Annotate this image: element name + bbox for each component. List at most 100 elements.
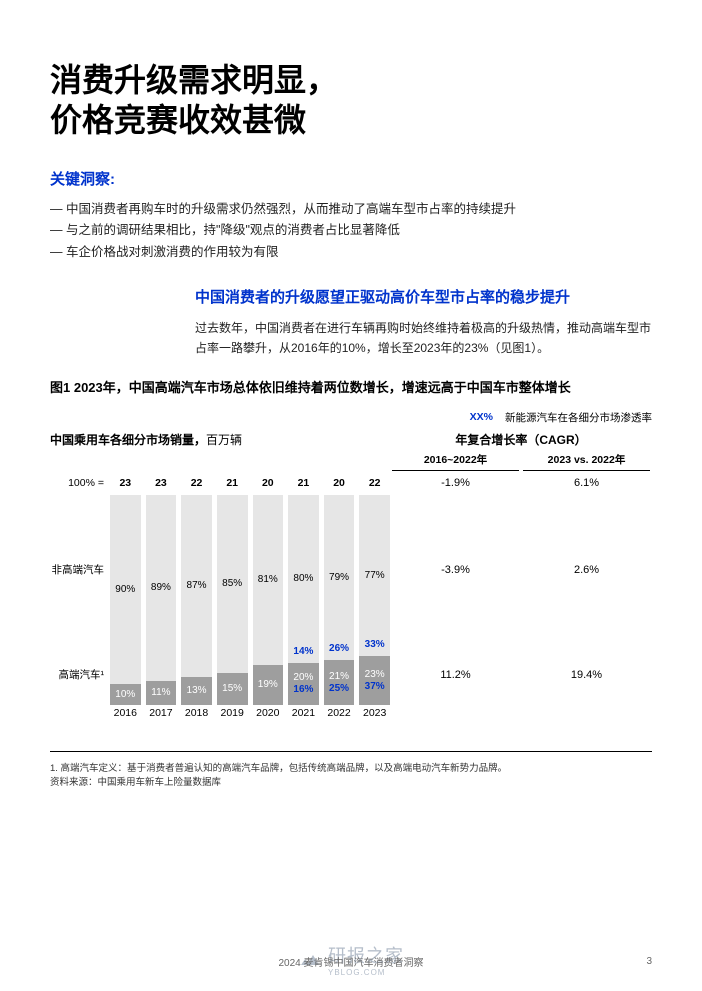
segment-non-premium: 77% 33% [359, 495, 390, 657]
chart-title: 中国乘用车各细分市场销量，百万辆 [50, 431, 390, 448]
page-number: 3 [646, 956, 652, 967]
bar-column: 2277%33%23%37%2023 [359, 477, 390, 723]
insight-item: 与之前的调研结果相比，持"降级"观点的消费者占比显著降低 [50, 220, 652, 241]
pct-axis-label: 100% = [50, 477, 110, 495]
cagr-nonpremium-c1: -3.9% [390, 495, 521, 645]
sub-section: 中国消费者的升级愿望正驱动高价车型市占率的稳步提升 过去数年，中国消费者在进行车… [195, 287, 652, 359]
bar-total-label: 20 [324, 477, 355, 495]
bar-year-label: 2019 [217, 705, 248, 723]
bar-stack: 85% 15% [217, 495, 248, 705]
segment-premium-label: 13% [187, 685, 207, 696]
chart-bars-area: 100% = 非高端汽车 高端汽车¹ 23 90% 10%2016 23 89% 11% 2… [50, 477, 390, 723]
insights-list: 中国消费者再购车时的升级需求仍然强烈，从而推动了高端车型市占率的持续提升 与之前… [50, 199, 652, 263]
bar-total-label: 22 [359, 477, 390, 495]
legend-text: 新能源汽车在各细分市场渗透率 [505, 410, 652, 425]
cagr-total-c2: 6.1% [521, 477, 652, 495]
nev-premium-label: 25% [329, 683, 349, 694]
footnotes: 1. 高端汽车定义：基于消费者普遍认知的高端汽车品牌，包括传统高端品牌，以及高端… [50, 751, 652, 791]
segment-non-premium: 79% 26% [324, 495, 355, 661]
bar-stack: 90% 10% [110, 495, 141, 705]
bar-year-label: 2021 [288, 705, 319, 723]
bar-column: 20 81% 19% 2020 [253, 477, 284, 723]
segment-premium: 15% [217, 673, 248, 705]
page-title: 消费升级需求明显， 价格竞赛收效甚微 [50, 60, 652, 140]
bar-column: 2390%10%2016 [110, 477, 141, 723]
segment-non-premium-label: 85% [222, 578, 242, 589]
chart-title-text: 中国乘用车各细分市场销量， [50, 433, 206, 447]
insight-item: 中国消费者再购车时的升级需求仍然强烈，从而推动了高端车型市占率的持续提升 [50, 199, 652, 220]
bar-stack: 77% 33% 23%37% [359, 495, 390, 705]
segment-premium-label: 20% [293, 672, 313, 683]
segment-non-premium-label: 81% [258, 574, 278, 585]
segment-premium-label: 19% [258, 679, 278, 690]
bar-column: 21 85% 15%2019 [217, 477, 248, 723]
bar-total-label: 21 [288, 477, 319, 495]
row-label-premium: 高端汽车¹ [50, 645, 110, 705]
nev-non-premium-label: 33% [359, 639, 390, 650]
cagr-col-2: 2023 vs. 2022年 [523, 452, 650, 471]
cagr-col-2-values: 6.1% 2.6% 19.4% [521, 477, 652, 723]
bar-total-label: 22 [181, 477, 212, 495]
bar-stack: 80%14%20%16% [288, 495, 319, 705]
segment-non-premium-label: 79% [329, 572, 349, 583]
chart: 100% = 非高端汽车 高端汽车¹ 23 90% 10%2016 23 89% 11% 2… [50, 477, 652, 723]
segment-non-premium-label: 77% [365, 570, 385, 581]
bar-column: 23 89% 11% 2017 [146, 477, 177, 723]
chart-header: 中国乘用车各细分市场销量，百万辆 年复合增长率（CAGR） [50, 431, 652, 448]
cagr-col-1: 2016~2022年 [392, 452, 519, 471]
bar-stack: 79% 26% 21%25% [324, 495, 355, 705]
page: 消费升级需求明显， 价格竞赛收效甚微 关键洞察: 中国消费者再购车时的升级需求仍… [0, 0, 702, 991]
segment-non-premium-label: 89% [151, 582, 171, 593]
segment-premium: 10% [110, 684, 141, 705]
bar-stack: 81% 19% [253, 495, 284, 705]
segment-non-premium-label: 90% [115, 584, 135, 595]
bar-year-label: 2023 [359, 705, 390, 723]
nev-premium-label: 37% [365, 681, 385, 692]
footer-text: 2024 麦肯锡中国汽车消费者洞察 [278, 954, 423, 969]
figure-caption: 图1 2023年，中国高端汽车市场总体依旧维持着两位数增长，增速远高于中国车市整… [50, 377, 652, 396]
watermark-sub: YBLOG.COM [328, 968, 404, 977]
bar-year-label: 2017 [146, 705, 177, 723]
bar-total-label: 20 [253, 477, 284, 495]
bar-year-label: 2018 [181, 705, 212, 723]
segment-premium: 13% [181, 677, 212, 704]
sub-heading: 中国消费者的升级愿望正驱动高价车型市占率的稳步提升 [195, 287, 652, 308]
legend-row: XX% 新能源汽车在各细分市场渗透率 [50, 410, 652, 425]
cagr-values: -1.9% -3.9% 11.2% 6.1% 2.6% 19.4% [390, 477, 652, 723]
row-labels: 100% = 非高端汽车 高端汽车¹ [50, 477, 110, 723]
bar-column: 2180%14%20%16%2021 [288, 477, 319, 723]
footer: 2024 麦肯锡中国汽车消费者洞察 3 [0, 954, 702, 969]
segment-non-premium: 80%14% [288, 495, 319, 663]
footnote-rule [50, 751, 652, 752]
segment-premium-label: 23% [365, 669, 385, 680]
insights-heading: 关键洞察: [50, 168, 652, 189]
cagr-total-c1: -1.9% [390, 477, 521, 495]
legend-placeholder: XX% [470, 411, 493, 423]
bar-stack: 89% 11% [146, 495, 177, 705]
nev-non-premium-label: 26% [324, 643, 355, 654]
segment-premium-label: 11% [151, 687, 170, 698]
segment-non-premium: 87% [181, 495, 212, 678]
cagr-premium-c1: 11.2% [390, 645, 521, 705]
row-label-non-premium: 非高端汽车 [50, 495, 110, 645]
bar-year-label: 2016 [110, 705, 141, 723]
segment-non-premium: 89% [146, 495, 177, 682]
segment-premium: 20%16% [288, 663, 319, 705]
cagr-col-1-values: -1.9% -3.9% 11.2% [390, 477, 521, 723]
cagr-heading: 年复合增长率（CAGR） [390, 431, 652, 448]
nev-premium-label: 16% [293, 684, 313, 695]
bar-column: 22 87% 13% 2018 [181, 477, 212, 723]
segment-non-premium-label: 87% [187, 580, 207, 591]
bar-column: 2079%26%21%25%2022 [324, 477, 355, 723]
title-line-2: 价格竞赛收效甚微 [50, 102, 306, 138]
bar-year-label: 2020 [253, 705, 284, 723]
segment-non-premium: 90% [110, 495, 141, 684]
cagr-premium-c2: 19.4% [521, 645, 652, 705]
segment-premium: 21%25% [324, 660, 355, 704]
segment-non-premium-label: 80% [293, 573, 313, 584]
bars: 2390%10%20162389%11%20172287%13%20182185… [110, 477, 390, 723]
bar-total-label: 23 [146, 477, 177, 495]
segment-premium: 23%37% [359, 656, 390, 704]
bar-total-label: 21 [217, 477, 248, 495]
body-paragraph: 过去数年，中国消费者在进行车辆再购时始终维持着极高的升级热情，推动高端车型市占率… [195, 318, 652, 359]
